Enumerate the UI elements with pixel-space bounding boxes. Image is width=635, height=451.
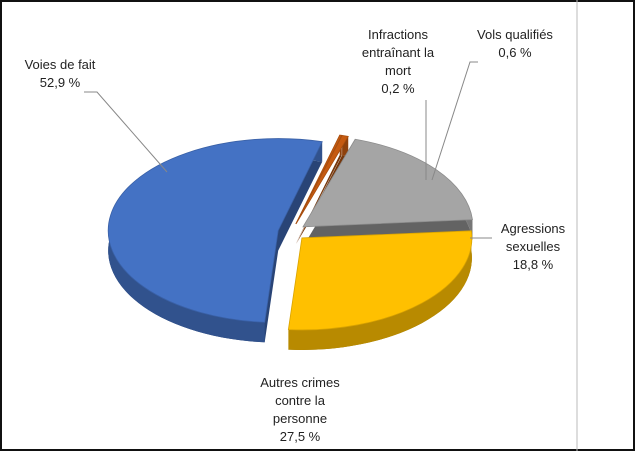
value-label: 18,8 %: [512, 257, 554, 272]
value-label: 0,6 %: [498, 45, 532, 60]
category-label: Infractions entraînant la mort: [361, 27, 435, 78]
category-label: Autres crimes contre la personne: [260, 375, 340, 426]
slice: [107, 138, 323, 323]
slice: [287, 230, 473, 331]
leader-lines: [84, 61, 492, 239]
leader-line: [431, 61, 478, 181]
slice-label: Autres crimes contre la personne 27,5 %: [248, 374, 352, 446]
value-label: 27,5 %: [279, 429, 321, 444]
slice-label: Infractions entraînant la mort 0,2 %: [356, 26, 440, 98]
category-label: Vols qualifiés: [477, 27, 553, 42]
leader-line: [84, 91, 168, 173]
slice: [295, 134, 349, 225]
value-label: 0,2 %: [381, 81, 415, 96]
slice-label: Voies de fait 52,9 %: [12, 56, 108, 92]
slice-label: Agressions sexuelles 18,8 %: [494, 220, 572, 274]
slice-label: Vols qualifiés 0,6 %: [470, 26, 560, 62]
category-label: Voies de fait: [24, 57, 96, 72]
slice-side: [288, 230, 472, 350]
category-label: Agressions sexuelles: [500, 221, 566, 254]
pie: [107, 134, 473, 350]
value-label: 52,9 %: [39, 75, 81, 90]
slice: [302, 138, 473, 228]
